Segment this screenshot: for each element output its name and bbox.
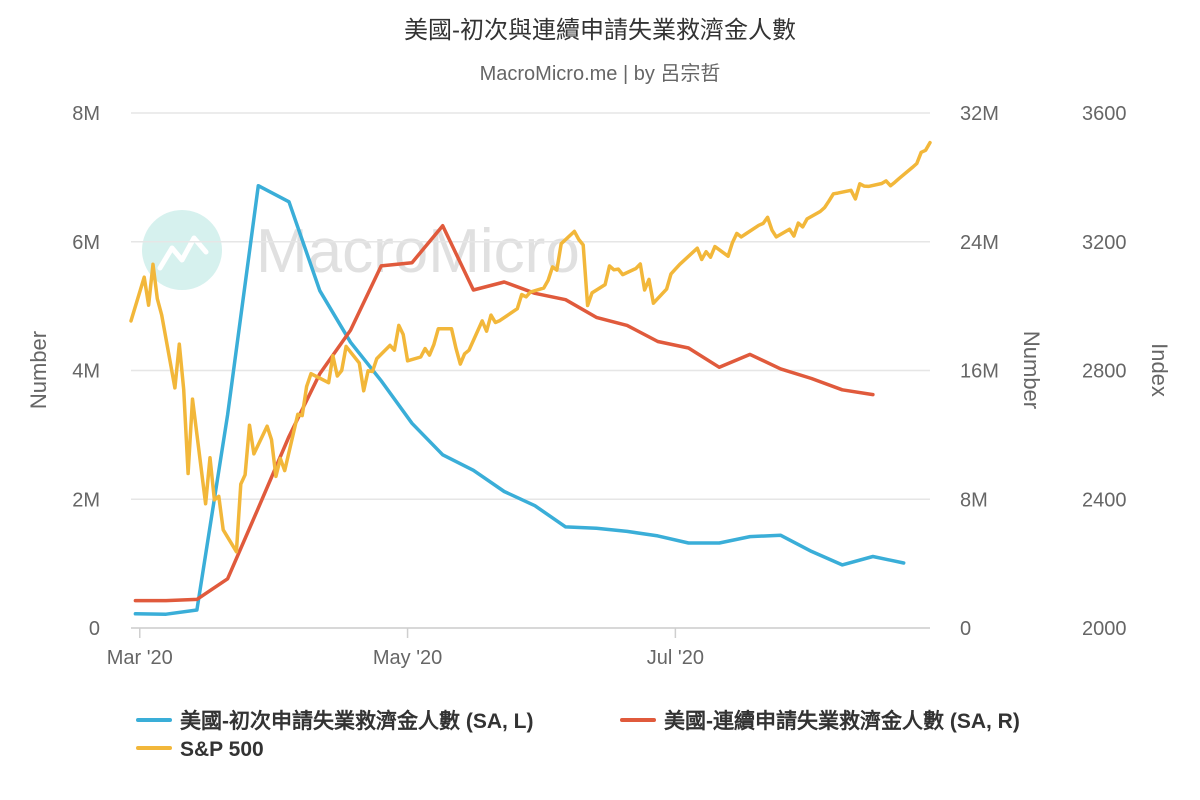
left-axis-title: Number <box>26 331 51 409</box>
series-line-continuing-claims[interactable] <box>133 223 875 603</box>
series-layer <box>129 140 932 616</box>
right-axis-title: Number <box>1019 331 1044 409</box>
watermark-logo-zigzag-icon <box>157 235 209 271</box>
watermark: MacroMicro <box>142 210 580 290</box>
index-axis-title: Index <box>1147 343 1172 397</box>
right-axis-tick-label: 16M <box>960 361 999 383</box>
index-axis-tick-label: 3200 <box>1082 232 1127 254</box>
x-axis-tick-label: May '20 <box>373 647 442 669</box>
left-axis-tick-label: 4M <box>72 361 100 383</box>
legend-label: 美國-初次申請失業救濟金人數 (SA, L) <box>180 709 533 733</box>
legend-label: 美國-連續申請失業救濟金人數 (SA, R) <box>664 709 1020 733</box>
chart-subtitle: MacroMicro.me | by 呂宗哲 <box>480 62 721 85</box>
watermark-text: MacroMicro <box>256 217 580 286</box>
right-axis-tick-label: 32M <box>960 103 999 125</box>
right-axis-tick-label: 24M <box>960 232 999 254</box>
left-axis-tick-label: 8M <box>72 103 100 125</box>
legend-item-sp500[interactable]: S&P 500 <box>136 738 264 761</box>
legend-item-initial-claims[interactable]: 美國-初次申請失業救濟金人數 (SA, L) <box>136 709 533 733</box>
series-line-initial-claims[interactable] <box>133 183 906 616</box>
index-axis-tick-label: 2400 <box>1082 489 1127 511</box>
chart-title: 美國-初次與連續申請失業救濟金人數 <box>404 17 796 44</box>
legend-label: S&P 500 <box>180 738 264 761</box>
left-axis-tick-label: 0 <box>89 618 100 640</box>
index-axis-tick-label: 3600 <box>1082 103 1127 125</box>
right-axis-tick-label: 8M <box>960 489 988 511</box>
right-axis-tick-label: 0 <box>960 618 971 640</box>
legend-item-continuing-claims[interactable]: 美國-連續申請失業救濟金人數 (SA, R) <box>620 709 1020 733</box>
left-axis-tick-label: 2M <box>72 489 100 511</box>
legend: 美國-初次申請失業救濟金人數 (SA, L) 美國-連續申請失業救濟金人數 (SA… <box>136 709 1020 761</box>
series-line-sp500[interactable] <box>129 140 932 554</box>
axis-layer: 0 2M 4M 6M 8M 0 8M 16M 24M 32M 2000 2400 2800 3200 360… <box>26 103 1172 669</box>
x-axis-tick-label: Mar '20 <box>107 647 173 669</box>
index-axis-tick-label: 2000 <box>1082 618 1127 640</box>
x-axis-tick-label: Jul '20 <box>647 647 704 669</box>
index-axis-tick-label: 2800 <box>1082 361 1127 383</box>
left-axis-tick-label: 6M <box>72 232 100 254</box>
watermark-logo-icon <box>142 210 222 290</box>
